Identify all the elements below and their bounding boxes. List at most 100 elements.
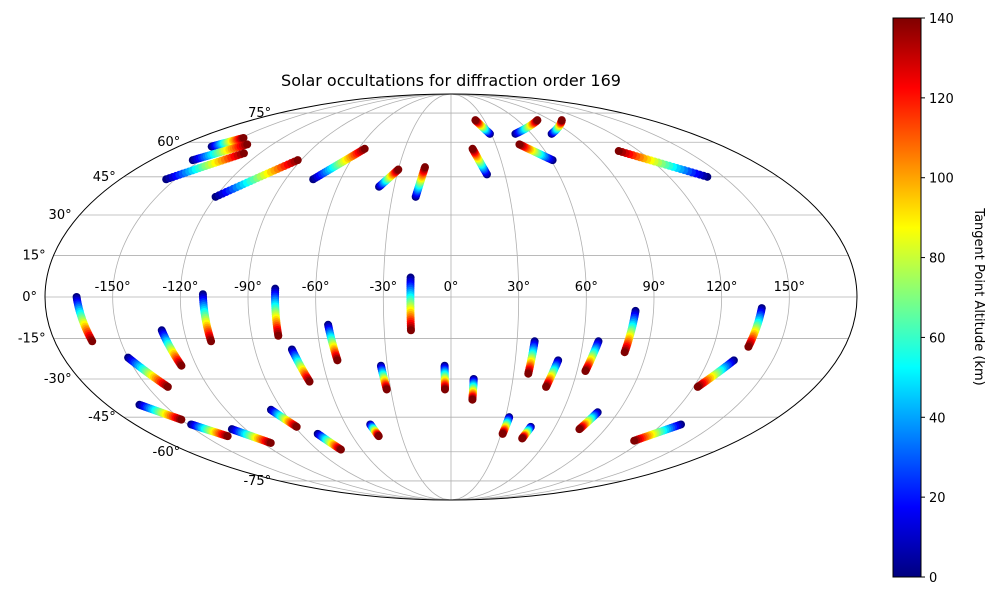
- colorbar-tick-label: 80: [929, 252, 946, 267]
- lat-tick-label: 75°: [248, 106, 271, 121]
- lon-tick-label: -150°: [95, 280, 131, 295]
- occultation-track: [614, 147, 712, 181]
- data-point: [360, 144, 369, 153]
- occultation-track: [468, 144, 491, 179]
- lon-tick-label: 0°: [444, 280, 459, 295]
- occultation-track: [515, 140, 557, 165]
- data-point: [336, 445, 345, 454]
- lon-tick-label: 30°: [507, 280, 530, 295]
- data-point: [382, 385, 391, 394]
- occultation-track: [198, 290, 216, 346]
- occultation-track: [324, 320, 342, 365]
- colorbar-tick-label: 100: [929, 172, 954, 187]
- lat-tick-label: 0°: [22, 290, 37, 305]
- colorbar-label: Tangent Point Altitude (km): [971, 207, 986, 385]
- data-point: [333, 356, 342, 365]
- occultation-track: [72, 293, 97, 346]
- tick-labels: -150° -120° -90° -60° -30° 0° 30° 60° 90° 120° 150…: [18, 106, 805, 489]
- occultation-track: [207, 133, 248, 151]
- data-point: [374, 432, 383, 441]
- data-point: [305, 377, 314, 386]
- data-point: [223, 432, 232, 441]
- data-point: [524, 369, 533, 378]
- data-point: [292, 422, 301, 431]
- occultation-track: [524, 337, 539, 378]
- data-point: [468, 395, 477, 404]
- data-point: [542, 382, 551, 391]
- lat-tick-label: -30°: [44, 372, 72, 387]
- occultation-track: [411, 163, 429, 201]
- data-point: [533, 116, 542, 125]
- lon-tick-label: -30°: [369, 280, 397, 295]
- colorbar: 0 20 40 60 80 100 120 140 Tangent Point Altitud…: [892, 12, 986, 586]
- data-point: [88, 337, 97, 346]
- occultation-track: [309, 144, 369, 184]
- occultation-track: [266, 405, 301, 431]
- occultation-track: [468, 375, 478, 404]
- lon-tick-label: 150°: [774, 280, 805, 295]
- data-point: [620, 348, 629, 357]
- lon-tick-label: -60°: [302, 280, 330, 295]
- occultation-track: [518, 422, 535, 443]
- lat-tick-label: 30°: [49, 208, 72, 223]
- colorbar-tick-label: 120: [929, 92, 954, 107]
- occultation-track: [581, 337, 603, 376]
- occultation-track: [157, 326, 186, 370]
- lat-tick-label: -60°: [153, 445, 181, 460]
- occultation-track: [376, 361, 391, 394]
- occultation-track: [271, 284, 283, 340]
- lat-tick-label: -45°: [88, 410, 116, 425]
- occultation-track: [375, 165, 403, 191]
- lon-tick-label: 120°: [706, 280, 737, 295]
- data-point: [163, 382, 172, 391]
- colorbar-tick-label: 40: [929, 411, 946, 426]
- data-point: [239, 133, 248, 142]
- data-point: [406, 326, 415, 335]
- colorbar-tick-label: 0: [929, 571, 937, 586]
- occultation-track: [313, 429, 345, 454]
- data-point: [440, 385, 449, 394]
- colorbar-gradient: [892, 17, 922, 578]
- occultation-track: [693, 356, 738, 391]
- map-boundary: [44, 93, 858, 501]
- data-point: [207, 337, 216, 346]
- lon-tick-label: 90°: [642, 280, 665, 295]
- occultation-track: [162, 149, 248, 184]
- data-point: [243, 140, 252, 149]
- lat-tick-label: 15°: [23, 248, 46, 263]
- data-point: [471, 116, 480, 125]
- lat-tick-label: -75°: [243, 474, 271, 489]
- occultation-track: [620, 306, 640, 357]
- data-point: [630, 436, 639, 445]
- occultation-track: [547, 116, 566, 138]
- lon-tick-label: -120°: [162, 280, 198, 295]
- occultation-track: [366, 420, 383, 441]
- data-point: [581, 367, 590, 376]
- data-point: [614, 147, 623, 156]
- colorbar-tick-label: 20: [929, 491, 946, 506]
- data-points: [72, 116, 766, 454]
- chart-title: Solar occultations for diffraction order…: [281, 71, 621, 90]
- data-point: [274, 331, 283, 340]
- lon-tick-label: 60°: [575, 280, 598, 295]
- data-point: [177, 361, 186, 370]
- occultation-track: [744, 304, 766, 351]
- occultation-track: [406, 273, 415, 335]
- graticule: [45, 94, 857, 500]
- data-point: [557, 116, 566, 125]
- data-point: [293, 156, 302, 165]
- data-point: [266, 438, 275, 447]
- data-point: [575, 425, 584, 434]
- data-point: [518, 434, 527, 443]
- data-point: [239, 149, 248, 158]
- occultation-track: [471, 116, 494, 138]
- occultation-track: [187, 420, 232, 441]
- data-point: [420, 163, 429, 172]
- occultation-track: [135, 400, 186, 424]
- colorbar-tick-label: 140: [929, 12, 954, 27]
- colorbar-tick-label: 60: [929, 331, 946, 346]
- occultation-track: [227, 425, 275, 447]
- occultation-track: [630, 420, 685, 445]
- lat-tick-label: 60°: [157, 135, 180, 150]
